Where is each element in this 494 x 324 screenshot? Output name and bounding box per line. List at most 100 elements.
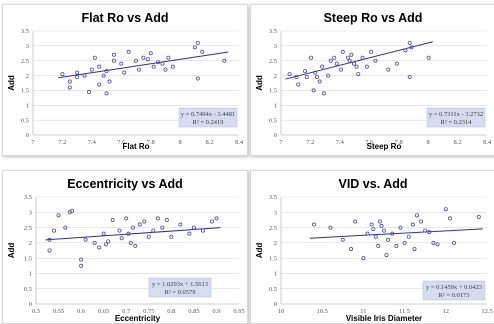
data-point (124, 216, 129, 221)
y-tick-label: 3.5 (21, 28, 29, 35)
x-tick-label: 7.4 (88, 139, 97, 146)
data-point (47, 237, 52, 242)
data-point (145, 57, 150, 62)
data-point (63, 225, 68, 230)
x-tick-label: 7.8 (147, 139, 155, 146)
data-point (60, 72, 65, 77)
data-point (409, 45, 414, 50)
data-point (222, 58, 227, 63)
data-point (376, 243, 381, 248)
data-point (101, 73, 106, 78)
data-point (349, 52, 354, 57)
data-point (136, 67, 141, 72)
data-point (97, 82, 102, 87)
y-tick-label: 2.5 (269, 225, 277, 232)
data-point (326, 73, 331, 78)
data-point (340, 237, 345, 242)
y-tick-label: 1 (29, 271, 32, 278)
y-axis-label: Add (7, 243, 16, 259)
data-point (67, 79, 72, 84)
data-point (328, 58, 333, 63)
data-point (476, 214, 481, 219)
data-point (365, 231, 370, 236)
data-point (170, 64, 175, 69)
x-tick-label: 8 (179, 139, 182, 146)
data-point (431, 240, 436, 245)
data-point (381, 228, 386, 233)
data-point (321, 91, 326, 96)
y-tick-label: 0.5 (269, 286, 277, 293)
data-point (317, 79, 322, 84)
y-axis-label: Add (255, 243, 264, 259)
data-point (195, 40, 200, 45)
data-point (303, 69, 308, 74)
trendline-equation: y = 1.0293x + 1.5613 (152, 281, 208, 288)
x-tick-label: 7.6 (117, 139, 126, 146)
data-point (214, 216, 219, 221)
data-point (398, 225, 403, 230)
r-squared-label: R² = 0.2314 (440, 119, 472, 126)
trendline-equation: y = 0.1459x + 0.6423 (426, 284, 482, 291)
x-tick-label: 8.2 (454, 139, 462, 146)
data-point (353, 219, 358, 224)
data-point (133, 58, 138, 63)
data-point (373, 234, 378, 239)
y-tick-label: 2.5 (21, 58, 29, 65)
data-point (309, 55, 314, 60)
data-point (160, 61, 165, 66)
chart-title: Eccentricity vs Add (67, 177, 183, 191)
y-tick-label: 3 (29, 209, 32, 216)
data-point (304, 75, 309, 80)
data-point (200, 228, 205, 233)
x-tick-label: 0.7 (122, 308, 131, 315)
y-tick-label: 1.5 (269, 255, 277, 262)
chart-title: Flat Ro vs Add (81, 11, 168, 25)
data-point (427, 230, 432, 235)
data-point (126, 231, 131, 236)
x-tick-label: 7.8 (395, 139, 403, 146)
x-tick-label: 0.8 (167, 308, 175, 315)
data-point (407, 40, 412, 45)
trendline (309, 228, 483, 239)
y-tick-label: 3.5 (269, 28, 277, 35)
y-tick-label: 0 (274, 301, 277, 308)
data-point (296, 82, 301, 87)
data-point (311, 222, 316, 227)
data-point (379, 224, 384, 229)
data-point (386, 67, 391, 72)
x-tick-label: 0.55 (53, 308, 64, 315)
chart-panel-steep-ro: Steep Ro vs Add 0 0.5 1 1.5 2 2.5 3 3.5 7 7.2 7.4 7.… (250, 4, 494, 156)
r-squared-label: R² = 0.0579 (164, 289, 195, 296)
y-tick-label: 1.5 (269, 88, 277, 95)
y-tick-label: 2 (274, 73, 277, 80)
data-point (117, 228, 122, 233)
y-tick-label: 0 (274, 132, 277, 139)
data-point (443, 207, 448, 212)
y-tick-label: 2.5 (24, 225, 32, 232)
data-point (328, 225, 333, 230)
data-point (101, 231, 106, 236)
trendline (45, 227, 221, 241)
x-tick-label: 7.6 (365, 139, 374, 146)
data-point (187, 231, 192, 236)
data-point (111, 52, 116, 57)
x-tick-label: 7.2 (306, 139, 314, 146)
data-point (390, 231, 395, 236)
data-point (146, 234, 151, 239)
data-point (169, 234, 174, 239)
data-point (369, 222, 374, 227)
data-point (423, 228, 428, 233)
data-point (340, 49, 345, 54)
equation-box (148, 277, 212, 298)
x-tick-label: 8.4 (483, 139, 492, 146)
data-point (137, 222, 142, 227)
data-point (82, 73, 87, 78)
data-point (104, 91, 109, 96)
data-point (414, 213, 419, 218)
data-point (103, 242, 108, 247)
data-point (163, 67, 168, 72)
y-tick-label: 1.5 (24, 255, 32, 262)
data-point (92, 55, 97, 60)
y-tick-label: 0.5 (269, 117, 277, 124)
